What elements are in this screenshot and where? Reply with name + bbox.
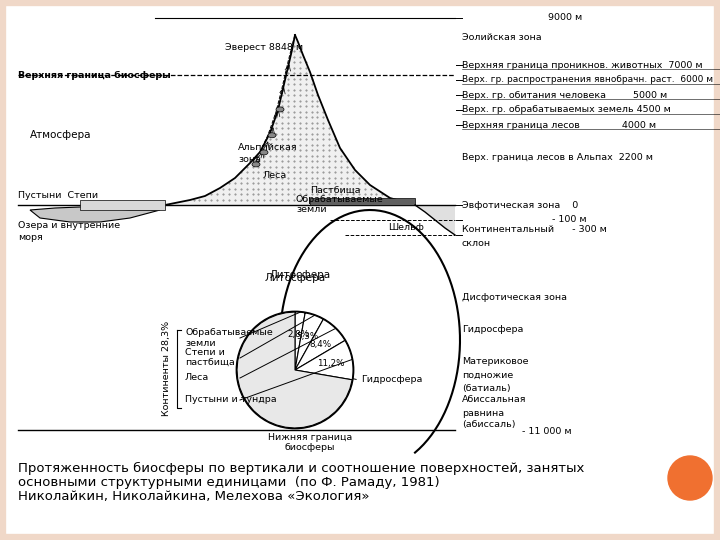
Text: Верх. гр. обрабатываемых земель 4500 м: Верх. гр. обрабатываемых земель 4500 м [462, 105, 671, 114]
Polygon shape [237, 312, 352, 428]
Text: Пастбища: Пастбища [310, 186, 361, 194]
Text: - 100 м: - 100 м [552, 215, 587, 225]
Text: Гидросфера: Гидросфера [462, 326, 523, 334]
Text: Верх. гр. распространения явнобрачн. раст.  6000 м: Верх. гр. распространения явнобрачн. рас… [462, 76, 713, 84]
Text: 2,8%: 2,8% [287, 330, 309, 339]
Text: Эверест 8848 м: Эверест 8848 м [225, 43, 303, 51]
Text: 5,3%: 5,3% [296, 332, 318, 341]
Polygon shape [295, 312, 305, 370]
Text: моря: моря [18, 233, 42, 241]
Text: подножие: подножие [462, 370, 513, 380]
Polygon shape [295, 319, 345, 370]
Polygon shape [30, 207, 160, 222]
Text: Атмосфера: Атмосфера [30, 130, 91, 140]
Circle shape [668, 456, 712, 500]
Text: Верхняя граница лесов              4000 м: Верхняя граница лесов 4000 м [462, 120, 656, 130]
Text: склон: склон [462, 240, 491, 248]
Text: Дисфотическая зона: Дисфотическая зона [462, 294, 567, 302]
Text: Верхняя граница биосферы: Верхняя граница биосферы [18, 70, 171, 79]
Text: Гидросфера: Гидросфера [361, 375, 423, 384]
Polygon shape [310, 198, 415, 205]
Text: Верхняя граница проникнов. животных  7000 м: Верхняя граница проникнов. животных 7000… [462, 60, 703, 70]
Text: Абиссальная: Абиссальная [462, 395, 526, 404]
Text: Литосфера: Литосфера [270, 270, 331, 280]
Text: Континентальный      - 300 м: Континентальный - 300 м [462, 226, 607, 234]
Text: зона: зона [238, 156, 261, 165]
Text: 8,4%: 8,4% [309, 340, 331, 349]
Text: Нижняя граница: Нижняя граница [268, 434, 352, 442]
Text: Обрабатываемые: Обрабатываемые [296, 194, 384, 204]
Text: (батиаль): (батиаль) [462, 383, 510, 393]
Text: равнина: равнина [462, 408, 504, 417]
Ellipse shape [237, 312, 353, 428]
Text: Литосфера: Литосфера [264, 273, 325, 283]
Text: (абиссаль): (абиссаль) [462, 421, 516, 429]
Text: Николайкин, Николайкина, Мелехова «Экология»: Николайкин, Николайкина, Мелехова «Эколо… [18, 490, 369, 503]
Text: Шельф: Шельф [388, 224, 424, 233]
Text: Пустыни  Степи: Пустыни Степи [18, 192, 98, 200]
Text: Леса: Леса [185, 374, 210, 382]
Text: Эвфотическая зона    0: Эвфотическая зона 0 [462, 200, 578, 210]
Text: Верх. гр. обитания человека         5000 м: Верх. гр. обитания человека 5000 м [462, 91, 667, 99]
Text: Альпийская: Альпийская [238, 144, 297, 152]
Text: Озера и внутренние: Озера и внутренние [18, 220, 120, 230]
Polygon shape [165, 35, 415, 205]
Text: Материковое: Материковое [462, 357, 528, 367]
Text: Протяженность биосферы по вертикали и соотношение поверхностей, занятых: Протяженность биосферы по вертикали и со… [18, 462, 585, 475]
Text: основными структурными единицами  (по Ф. Рамаду, 1981): основными структурными единицами (по Ф. … [18, 476, 440, 489]
Polygon shape [415, 205, 455, 235]
Polygon shape [295, 341, 353, 380]
Polygon shape [295, 313, 323, 370]
Text: Леса: Леса [263, 171, 287, 179]
Ellipse shape [260, 150, 268, 155]
Polygon shape [80, 200, 165, 210]
Text: биосферы: биосферы [284, 443, 336, 453]
Text: Степи и
пастбища: Степи и пастбища [185, 348, 235, 368]
Text: Пустыни и тундра: Пустыни и тундра [185, 395, 276, 404]
Text: 9000 м: 9000 м [548, 14, 582, 23]
Text: Обрабатываемые
земли: Обрабатываемые земли [185, 328, 273, 348]
Text: - 11 000 м: - 11 000 м [522, 428, 572, 436]
Ellipse shape [252, 162, 260, 167]
Text: Верх. граница лесов в Альпах  2200 м: Верх. граница лесов в Альпах 2200 м [462, 152, 653, 161]
Ellipse shape [276, 107, 284, 112]
Text: 11,2%: 11,2% [317, 359, 344, 368]
Ellipse shape [268, 133, 276, 138]
Text: Эолийская зона: Эолийская зона [462, 33, 541, 43]
Text: земли: земли [296, 205, 327, 213]
Text: Континенты 28,3%: Континенты 28,3% [163, 320, 171, 416]
